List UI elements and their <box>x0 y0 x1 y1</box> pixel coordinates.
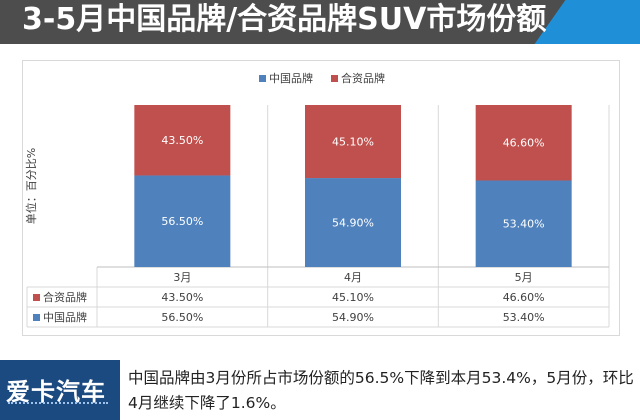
bar-label-1-2: 46.60% <box>503 137 545 150</box>
table-row-name-0: 合资品牌 <box>43 290 87 304</box>
x-tick-label-1: 4月 <box>344 271 362 284</box>
logo-text: 爱卡汽车 <box>6 378 106 406</box>
chart-caption: 中国品牌由3月份所占市场份额的56.5%下降到本月53.4%，5月份，环比4月继… <box>128 369 634 412</box>
x-tick-label-0: 3月 <box>173 271 191 284</box>
table-cell-0-2: 46.60% <box>503 291 545 304</box>
bar-0-0 <box>134 175 231 267</box>
bar-1-0 <box>134 105 231 176</box>
bar-label-0-1: 54.90% <box>332 217 374 230</box>
chart-frame: 中国品牌 合资品牌 单位：百分比% 56.50% 43.50% 3月 54.90% 45.10… <box>22 60 620 336</box>
bar-label-0-0: 56.50% <box>161 215 203 228</box>
bar-0-2 <box>475 180 572 267</box>
x-tick-label-2: 5月 <box>515 271 533 284</box>
bar-1-1 <box>305 105 401 179</box>
bar-label-0-2: 53.40% <box>503 218 545 231</box>
logo-underline <box>8 402 108 414</box>
legend-label-1: 合资品牌 <box>341 71 385 85</box>
table-cell-0-0: 43.50% <box>161 291 203 304</box>
legend-label-0: 中国品牌 <box>269 71 313 85</box>
table-row-swatch-0 <box>33 294 40 301</box>
table-cell-1-0: 56.50% <box>161 311 203 324</box>
header-accent-stripe <box>534 0 640 44</box>
table-row-swatch-1 <box>33 314 40 321</box>
bar-label-1-1: 45.10% <box>332 136 374 149</box>
page-title: 3-5月中国品牌/合资品牌SUV市场份额 <box>22 2 547 37</box>
bar-0-1 <box>305 178 401 267</box>
bar-label-1-0: 43.50% <box>161 134 203 147</box>
bar-1-2 <box>475 105 572 181</box>
header-banner: 3-5月中国品牌/合资品牌SUV市场份额 <box>0 0 640 44</box>
table-row-name-1: 中国品牌 <box>43 310 87 324</box>
legend-swatch-1 <box>331 75 338 82</box>
legend-swatch-0 <box>259 75 266 82</box>
table-cell-0-1: 45.10% <box>332 291 374 304</box>
table-cell-1-2: 53.40% <box>503 311 545 324</box>
table-cell-1-1: 54.90% <box>332 311 374 324</box>
logo: 爱卡汽车 <box>0 360 120 420</box>
y-axis-label: 单位：百分比% <box>24 148 38 224</box>
